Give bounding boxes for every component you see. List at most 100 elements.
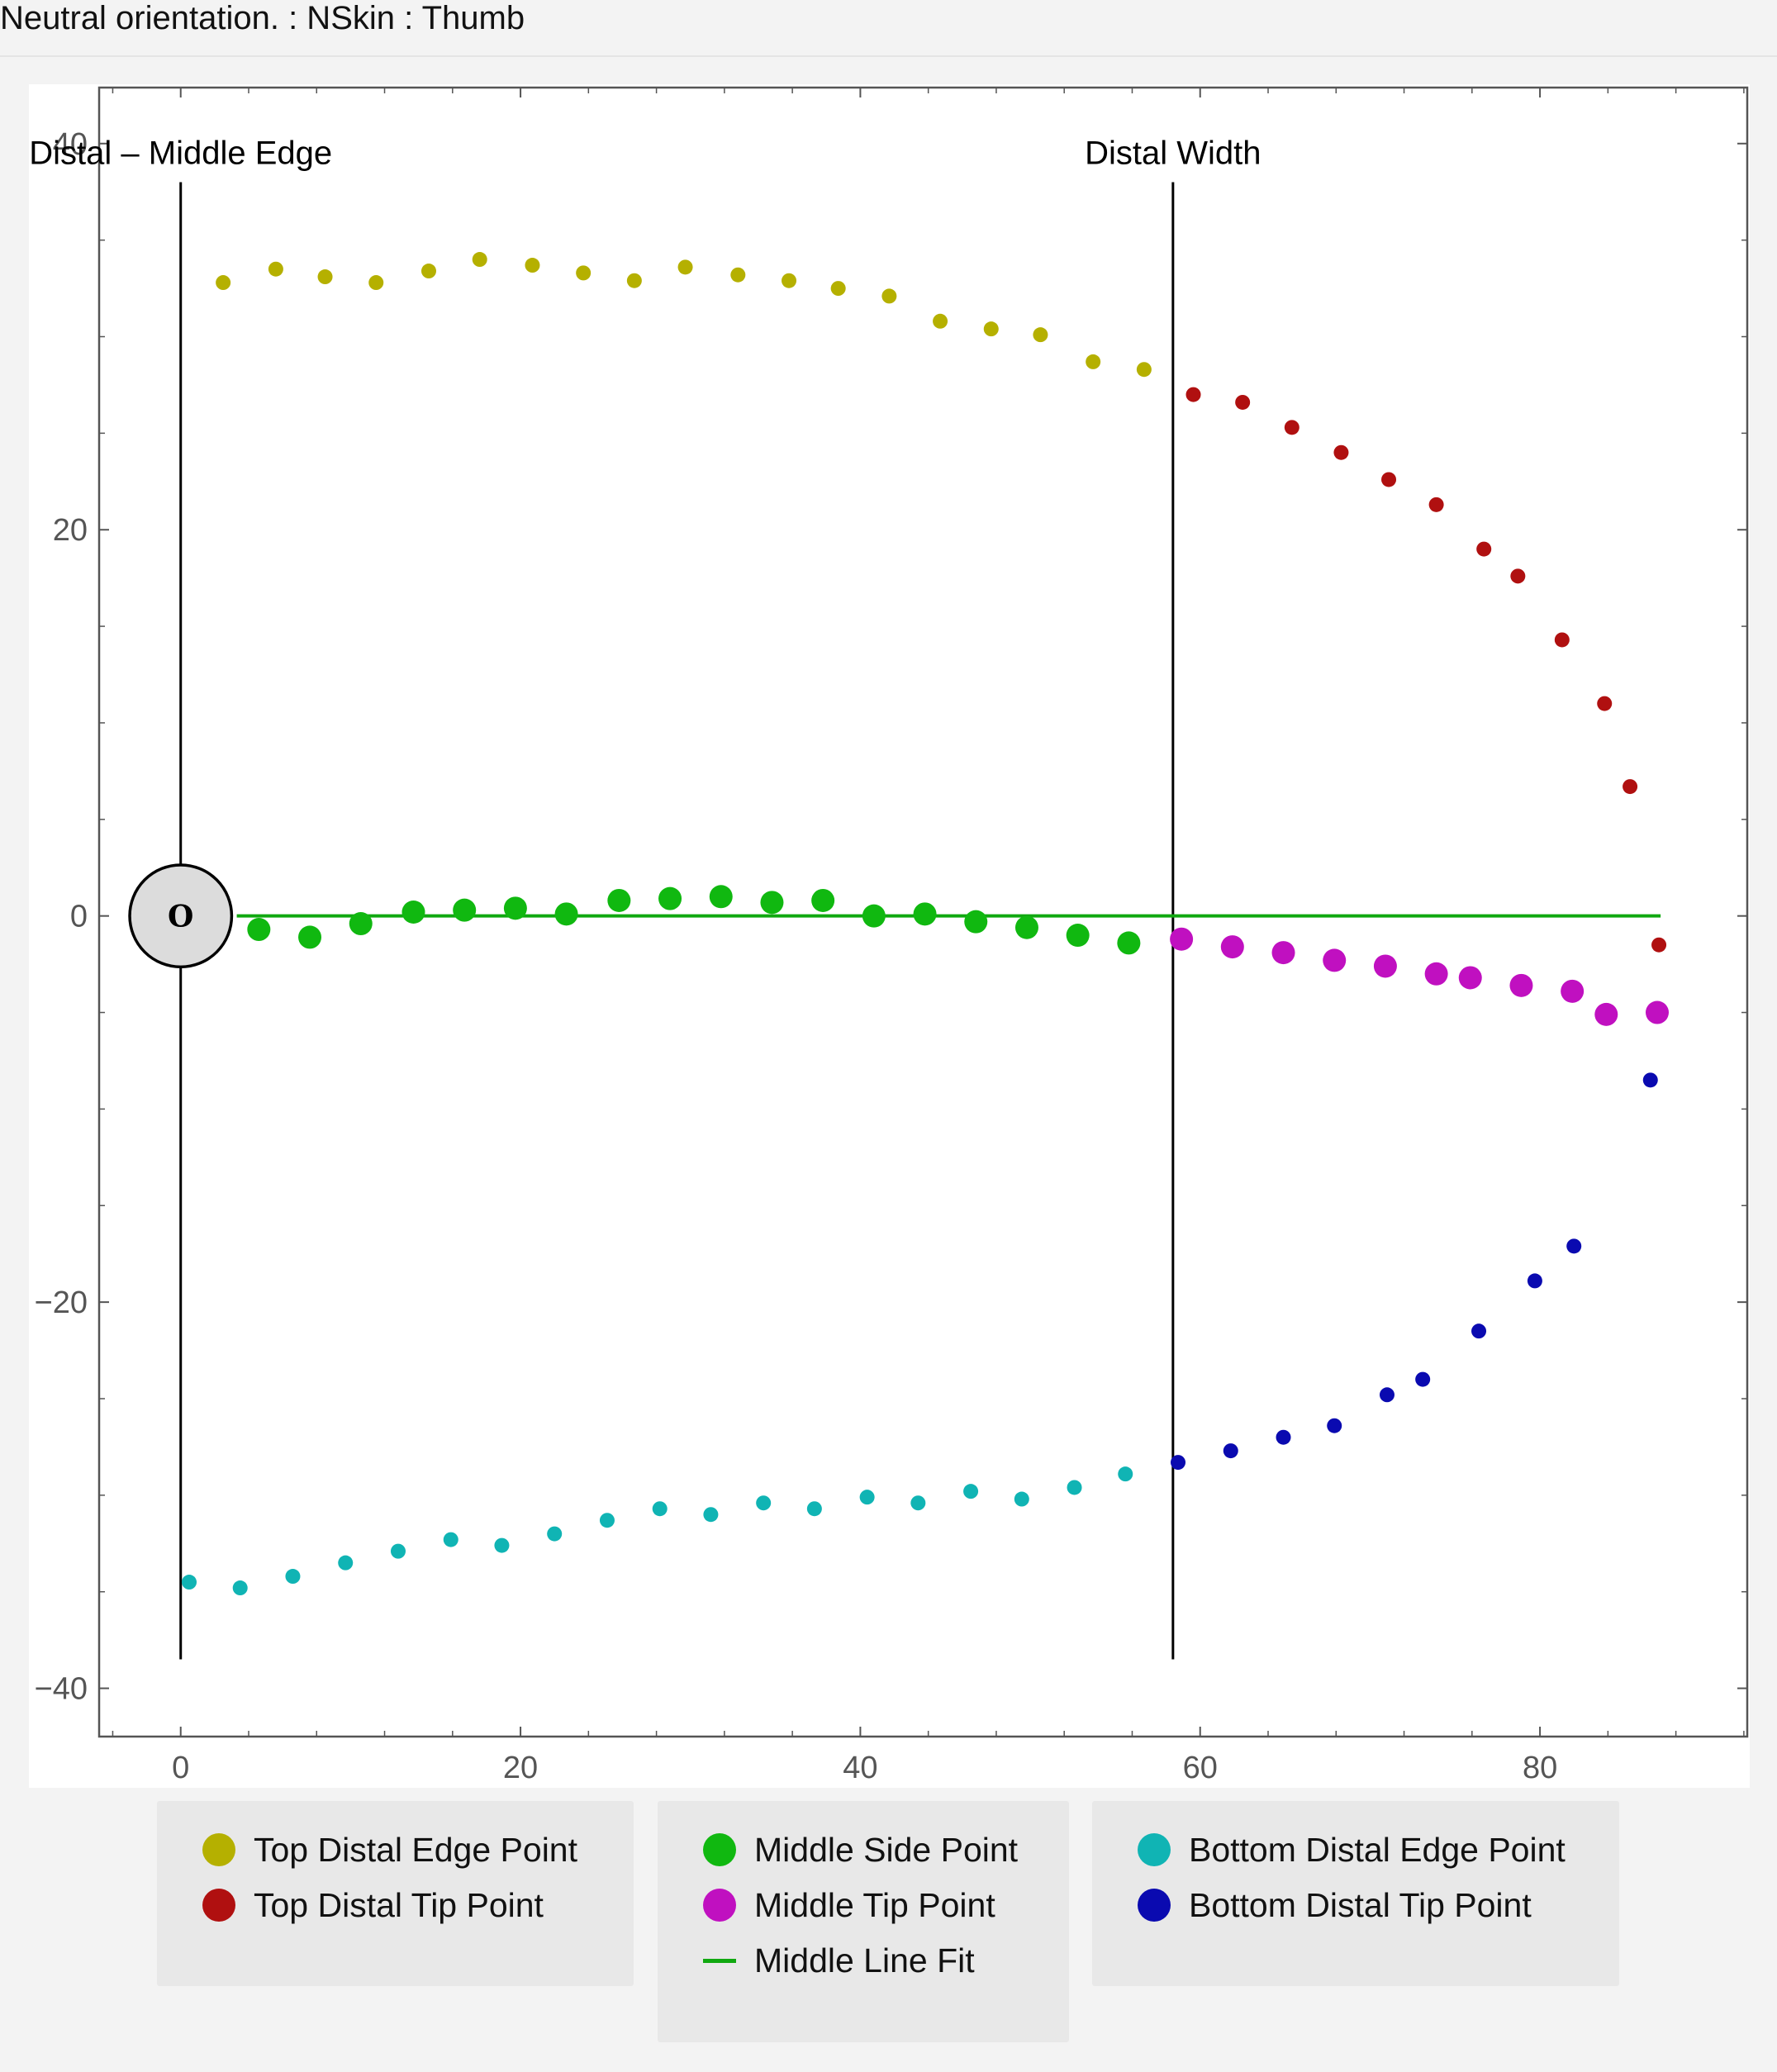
- top-distal-edge-point: [216, 275, 231, 291]
- middle-side-point: [607, 888, 631, 912]
- bottom-distal-tip-point: [1171, 1455, 1186, 1471]
- bottom-distal-edge-point: [1118, 1466, 1133, 1482]
- bottom-distal-edge-point: [443, 1532, 459, 1547]
- top-distal-edge-point: [983, 321, 999, 337]
- y-tick-label: −20: [35, 1285, 88, 1320]
- top-distal-edge-point: [576, 265, 592, 281]
- middle-side-point: [401, 901, 425, 924]
- bottom-distal-tip-point: [1327, 1418, 1342, 1433]
- top-distal-tip-point: [1554, 632, 1570, 648]
- top-distal-tip-point: [1597, 696, 1613, 711]
- legend-label: Bottom Distal Edge Point: [1189, 1830, 1566, 1869]
- top-distal-tip-point: [1235, 394, 1251, 410]
- x-tick-label: 40: [843, 1751, 877, 1785]
- bottom-distal-edge-point: [599, 1513, 615, 1528]
- middle-side-point: [913, 902, 937, 926]
- middle-side-point: [709, 885, 733, 909]
- y-tick-label: 0: [70, 900, 88, 934]
- middle-tip-point: [1458, 966, 1482, 990]
- top-distal-edge-point: [368, 275, 384, 291]
- y-tick-label: 40: [53, 127, 88, 162]
- top-distal-tip-point: [1428, 497, 1444, 512]
- x-tick-label: 0: [172, 1751, 189, 1785]
- top-distal-edge-point: [1033, 327, 1048, 343]
- top-distal-edge-point: [782, 273, 797, 288]
- middle-tip-point: [1323, 948, 1347, 972]
- bottom-distal-tip-point: [1642, 1072, 1658, 1088]
- middle-tip-point: [1509, 973, 1533, 997]
- middle-tip-point: [1170, 927, 1194, 951]
- middle-side-point: [964, 910, 988, 934]
- x-tick-label: 20: [503, 1751, 538, 1785]
- bottom-distal-edge-point: [1014, 1491, 1029, 1507]
- title-divider: [0, 55, 1777, 57]
- bottom-distal-edge-point: [494, 1537, 510, 1553]
- legend-item: Middle Side Point: [703, 1825, 1018, 1875]
- top-distal-edge-point: [881, 288, 897, 304]
- legend-item: Top Distal Edge Point: [202, 1825, 577, 1875]
- origin-marker: O: [128, 863, 234, 969]
- middle-side-point: [349, 912, 373, 936]
- bottom-distal-edge-point: [232, 1580, 248, 1596]
- bottom-distal-edge-point: [652, 1501, 668, 1517]
- bottom-distal-edge-point: [910, 1495, 926, 1511]
- x-tick-label: 80: [1523, 1751, 1557, 1785]
- bottom-distal-edge-point: [547, 1526, 563, 1542]
- legend-item: Bottom Distal Edge Point: [1138, 1825, 1566, 1875]
- reference-line-label: Distal – Middle Edge: [29, 135, 332, 172]
- bottom-distal-edge-point: [859, 1490, 875, 1505]
- middle-tip-point: [1645, 1000, 1669, 1024]
- middle-side-point: [453, 898, 477, 922]
- top-distal-tip-point: [1284, 420, 1299, 435]
- legend-label: Middle Side Point: [754, 1830, 1019, 1869]
- top-distal-edge-point: [730, 267, 746, 283]
- legend-dot-swatch: [1138, 1889, 1171, 1922]
- bottom-distal-tip-point: [1566, 1238, 1582, 1254]
- bottom-distal-edge-point: [756, 1495, 772, 1511]
- top-distal-edge-point: [317, 269, 333, 285]
- top-distal-edge-point: [525, 258, 540, 273]
- bottom-distal-edge-point: [182, 1575, 197, 1590]
- top-distal-tip-point: [1510, 568, 1526, 584]
- legend-dot-swatch: [1138, 1833, 1171, 1866]
- axis-ticks: 0 20 40 60 80 −40 −20 0 20 40: [35, 88, 1747, 1785]
- top-distal-edge-point: [268, 261, 283, 277]
- scatter-chart: 0 20 40 60 80 −40 −20 0 20 40 Distal – Middle Edg…: [29, 86, 1749, 1785]
- bottom-distal-tip-point: [1379, 1387, 1395, 1403]
- top-distal-edge-point: [1136, 362, 1152, 378]
- middle-side-point: [862, 904, 886, 928]
- legend-line-swatch: [703, 1958, 736, 1963]
- top-distal-tip-point: [1623, 779, 1638, 795]
- middle-side-point: [811, 888, 835, 912]
- bottom-distal-edge-point: [703, 1507, 719, 1523]
- legend-dot-swatch: [703, 1889, 736, 1922]
- bottom-distal-tip-point: [1471, 1324, 1487, 1339]
- top-distal-edge-point: [933, 313, 948, 329]
- plot-panel: 0 20 40 60 80 −40 −20 0 20 40 Distal – Middle Edg…: [29, 84, 1750, 1788]
- origin-label: O: [168, 900, 193, 934]
- middle-side-point: [247, 918, 271, 942]
- window-title: Neutral orientation. : NSkin : Thumb: [0, 0, 525, 36]
- y-tick-label: −40: [35, 1672, 88, 1707]
- bottom-distal-edge-point: [338, 1555, 354, 1571]
- legend-group-1: Top Distal Edge Point Top Distal Tip Poin…: [157, 1801, 634, 1986]
- middle-tip-point: [1424, 962, 1448, 986]
- middle-side-point: [658, 886, 682, 910]
- legend-item: Bottom Distal Tip Point: [1138, 1880, 1532, 1930]
- middle-side-point: [503, 896, 527, 920]
- bottom-distal-edge-point: [806, 1501, 822, 1517]
- middle-side-point: [1117, 931, 1141, 955]
- origin-circle: [128, 863, 234, 969]
- bottom-distal-edge-point: [285, 1569, 301, 1585]
- legend-label: Top Distal Tip Point: [254, 1885, 544, 1924]
- middle-tip-point: [1561, 979, 1585, 1003]
- y-tick-label: 20: [53, 513, 88, 548]
- top-distal-edge-point: [472, 252, 487, 268]
- top-distal-edge-point: [626, 273, 642, 288]
- top-distal-tip-point: [1651, 937, 1667, 953]
- legend-label: Top Distal Edge Point: [254, 1830, 578, 1869]
- bottom-distal-tip-point: [1415, 1371, 1431, 1387]
- legend-item: Middle Tip Point: [703, 1880, 995, 1930]
- middle-side-point: [554, 902, 578, 926]
- top-distal-edge-point: [830, 281, 846, 297]
